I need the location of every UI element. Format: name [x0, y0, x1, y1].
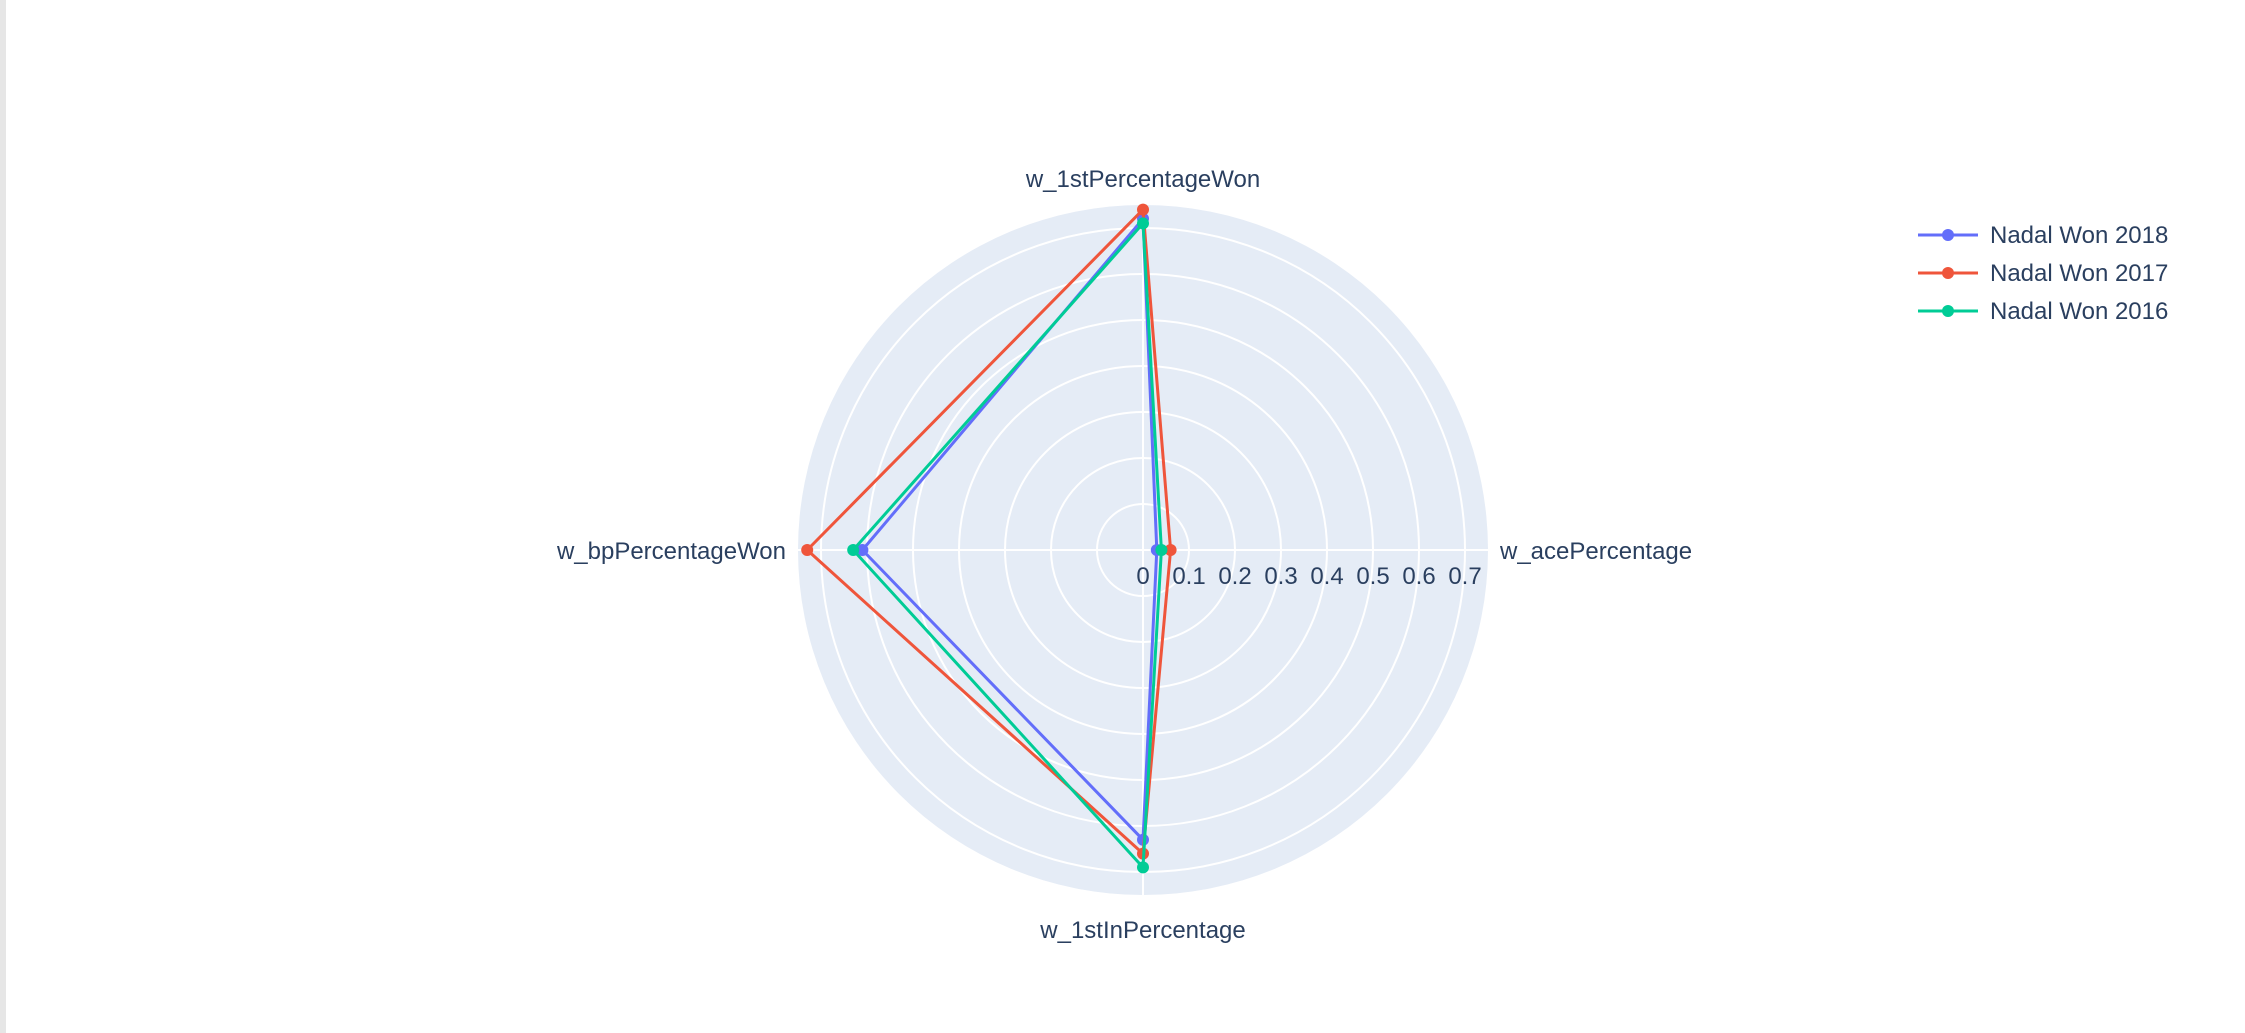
data-point [847, 544, 860, 556]
radial-tick-label: 0.1 [1172, 563, 1205, 590]
angular-axis-label: w_1stPercentageWon [1025, 166, 1260, 193]
radial-tick-label: 0.7 [1448, 563, 1481, 590]
data-point [1137, 203, 1149, 216]
angular-axis-label: w_acePercentage [1499, 538, 1692, 565]
data-point [1164, 544, 1177, 556]
legend-item-1[interactable]: Nadal Won 2017 [1918, 260, 2168, 287]
radial-tick-label: 0.2 [1218, 563, 1251, 590]
data-point [801, 544, 814, 556]
legend-label: Nadal Won 2017 [1990, 260, 2168, 287]
radial-tick-label: 0.3 [1264, 563, 1297, 590]
radial-tick-label: 0.4 [1310, 563, 1343, 590]
legend-label: Nadal Won 2018 [1990, 222, 2168, 249]
data-point [1137, 861, 1149, 874]
legend-swatch-marker [1942, 267, 1954, 279]
data-point [1155, 544, 1168, 556]
legend-item-0[interactable]: Nadal Won 2018 [1918, 222, 2168, 249]
radial-tick-label: 0 [1136, 563, 1149, 590]
series-1 [801, 203, 1177, 860]
angular-axis-label: w_1stInPercentage [1039, 917, 1245, 944]
radial-tick-label: 0.6 [1402, 563, 1435, 590]
data-point [1137, 217, 1149, 230]
radial-tick-label: 0.5 [1356, 563, 1389, 590]
series-2 [847, 217, 1168, 874]
data-point [856, 544, 869, 556]
angular-axis-label: w_bpPercentageWon [556, 538, 786, 565]
legend-swatch-marker [1942, 305, 1954, 317]
left-edge-border [0, 0, 6, 1033]
legend-swatch-marker [1942, 229, 1954, 241]
legend-item-2[interactable]: Nadal Won 2016 [1918, 298, 2168, 325]
legend-label: Nadal Won 2016 [1990, 298, 2168, 325]
